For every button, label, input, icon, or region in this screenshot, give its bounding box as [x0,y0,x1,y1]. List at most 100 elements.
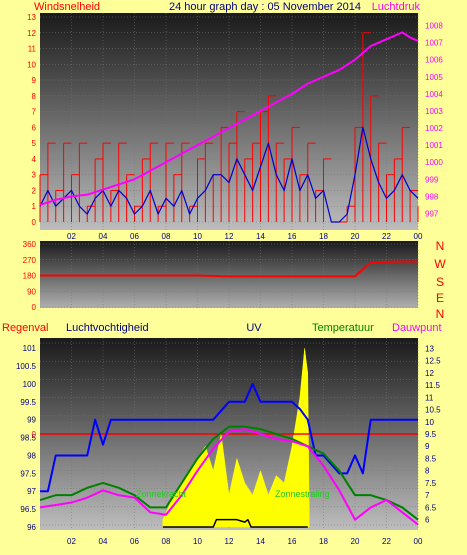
x-tick-label: 12 [225,232,234,241]
y-right-tick-label: 1008 [425,22,443,31]
y-right-tick-label: 1006 [425,56,443,65]
y-left-tick-label: 101 [23,344,37,353]
y-right-tick-label: 10.5 [425,406,441,415]
y-tick-label: 180 [23,272,37,281]
rain-zero-label: 0 [32,430,37,439]
x-tick-label: 00 [414,232,423,241]
y-left-tick-label: 98 [27,451,36,460]
humidity-temperature-panel: 9696.59797.59898.59999.5100100.510166.57… [16,338,441,546]
x-tick-label: 22 [382,537,391,546]
wind-pressure-panel: 0123456789101112139979989991000100110021… [27,13,443,241]
y-left-tick-label: 4 [32,155,37,164]
y-left-tick-label: 13 [27,13,36,22]
y-right-tick-label: 12 [425,369,434,378]
x-tick-label: 16 [288,537,297,546]
y-left-tick-label: 7 [32,108,37,117]
y-left-tick-label: 10 [27,60,36,69]
x-tick-label: 10 [193,232,202,241]
compass-n-bottom: N [436,307,445,321]
x-tick-label: 02 [67,232,76,241]
y-left-tick-label: 5 [32,139,37,148]
legend-uv: UV [246,322,262,334]
y-right-tick-label: 11.5 [425,381,441,390]
temperature-line [39,425,419,521]
x-tick-label: 20 [351,537,360,546]
solar-radiation-label: Zonnestraling [275,489,330,499]
y-left-tick-label: 9 [32,76,37,85]
pressure-label: Luchtdruk [372,1,421,13]
x-tick-label: 00 [414,537,423,546]
x-tick-label: 08 [162,232,171,241]
y-left-tick-label: 96 [27,523,36,532]
y-right-tick-label: 13 [425,344,434,353]
y-left-tick-label: 100.5 [16,362,37,371]
wind-speed-label: Windsnelheid [34,1,100,13]
compass-s: S [436,275,444,289]
y-right-tick-label: 6.5 [425,503,437,512]
pressure-line [39,31,419,206]
x-tick-label: 12 [225,537,234,546]
legend-rain: Regenval [2,322,48,334]
y-right-tick-label: 10 [425,418,434,427]
x-tick-label: 02 [67,537,76,546]
y-left-tick-label: 2 [32,186,37,195]
y-right-tick-label: 1000 [425,158,443,167]
y-left-tick-label: 0 [32,218,37,227]
wind-direction-line [40,260,418,278]
x-tick-label: 08 [162,537,171,546]
y-left-tick-label: 1 [32,202,37,211]
y-tick-label: 90 [27,287,36,296]
dewpoint-line [39,428,419,526]
x-tick-label: 18 [319,537,328,546]
humidity-line [40,382,418,493]
y-right-tick-label: 7.5 [425,479,437,488]
compass-n-top: N [436,239,445,253]
y-left-tick-label: 6 [32,123,37,132]
x-tick-label: 10 [193,537,202,546]
x-tick-label: 22 [382,232,391,241]
solar-power-label: Zonnekracht [136,489,187,499]
y-right-tick-label: 1005 [425,73,443,82]
y-right-tick-label: 11 [425,393,434,402]
legend-dewpoint: Dauwpunt [392,322,442,334]
y-right-tick-label: 1007 [425,39,443,48]
y-left-tick-label: 11 [28,45,37,54]
y-left-tick-label: 3 [32,171,37,180]
compass-w: W [434,257,446,271]
y-right-tick-label: 8 [425,467,430,476]
y-left-tick-label: 96.5 [20,505,36,514]
uv-line [162,518,308,528]
x-tick-label: 04 [99,232,108,241]
legend-humidity: Luchtvochtigheid [66,322,149,334]
y-left-tick-label: 98.5 [20,434,36,443]
y-right-tick-label: 9.5 [425,430,437,439]
wind-direction-panel: 0 90 180 270 360 N W S E N [23,239,447,321]
legend-temperature: Temperatuur [312,322,374,334]
compass-e: E [436,291,444,305]
y-left-tick-label: 97.5 [20,469,36,478]
y-right-tick-label: 9 [425,442,430,451]
y-right-tick-label: 6 [425,516,430,525]
y-right-tick-label: 997 [425,209,439,218]
x-tick-label: 20 [351,232,360,241]
y-right-tick-label: 1001 [425,141,443,150]
y-left-tick-label: 99.5 [20,398,36,407]
y-left-tick-label: 100 [23,380,37,389]
x-tick-label: 06 [130,537,139,546]
y-right-tick-label: 1004 [425,90,443,99]
y-left-tick-label: 12 [27,29,36,38]
y-left-tick-label: 99 [27,416,36,425]
x-tick-label: 06 [130,232,139,241]
y-right-tick-label: 7 [425,491,430,500]
y-right-tick-label: 12.5 [425,357,441,366]
x-tick-label: 14 [256,232,265,241]
x-tick-label: 18 [319,232,328,241]
graph-title: 24 hour graph day : 05 November 2014 [169,1,361,13]
y-tick-label: 360 [23,240,37,249]
y-right-tick-label: 8.5 [425,454,437,463]
y-right-tick-label: 998 [425,192,439,201]
x-tick-label: 14 [256,537,265,546]
y-tick-label: 0 [32,303,37,312]
x-tick-label: 16 [288,232,297,241]
